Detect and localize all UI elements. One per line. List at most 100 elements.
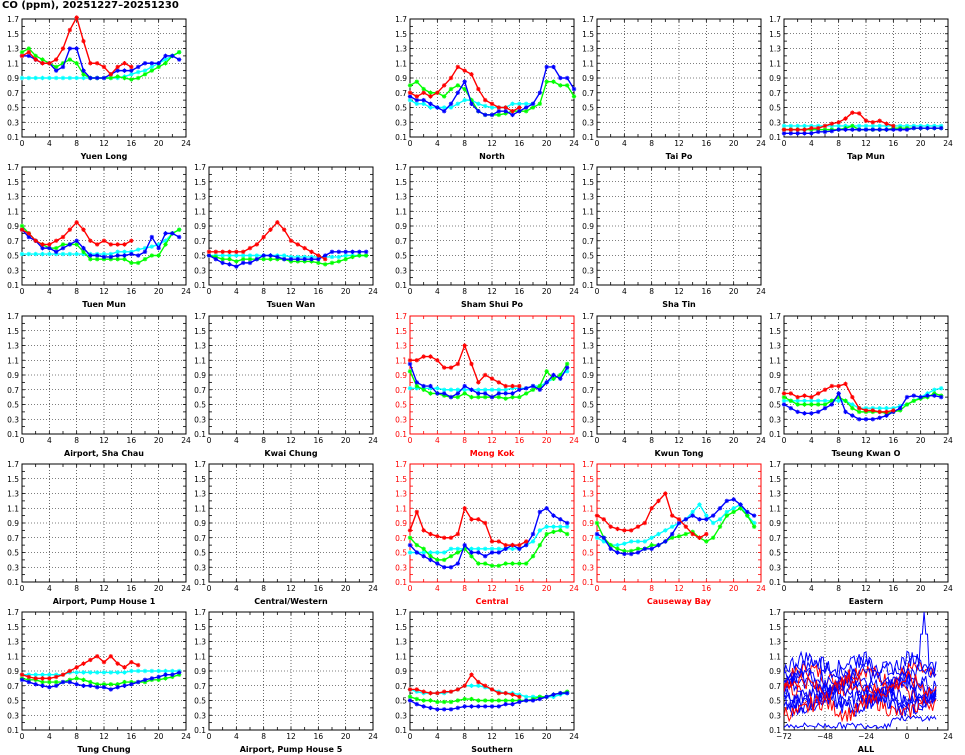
y-tick-label: 1.7 [7,163,19,172]
data-point [129,659,134,665]
data-point [26,251,32,257]
y-tick-label: 0.1 [7,578,19,587]
data-point [414,509,420,515]
data-point [122,75,127,81]
data-point [564,361,570,367]
y-tick-label: 0.3 [395,563,407,572]
data-point [564,75,570,81]
data-point [53,679,59,685]
data-point [19,227,25,232]
data-point [94,61,100,66]
data-point [877,405,882,411]
x-tick-label: 0 [595,436,600,445]
x-tick-label: 12 [487,139,497,148]
y-tick-label: 0.7 [194,386,206,395]
data-point [53,238,59,243]
data-point [108,242,114,247]
data-point [503,542,508,548]
y-tick-label: 1.7 [582,460,594,469]
panel-tuen-mun: 0.1 0.3 0.5 0.7 0.9 1.1 1.3 1.5 1.7 0 4 8 12 16 20 24 Tu… [7,163,191,309]
data-point [564,690,570,696]
data-point [74,46,79,51]
y-tick-label: 1.5 [7,30,19,39]
y-tick-label: 0.5 [7,252,19,261]
data-point [428,90,433,95]
y-tick-label: 1.1 [769,652,781,661]
x-tick-label: 20 [542,732,552,741]
panel-eastern: 0.1 0.3 0.5 0.7 0.9 1.1 1.3 1.5 1.7 0 4 8 12 16 20 24 Ea… [769,460,953,606]
y-tick-label: 0.5 [395,252,407,261]
data-point [74,220,79,225]
data-point [234,259,239,264]
data-point [469,672,474,677]
data-point [884,405,889,411]
y-tick-label: 1.5 [194,327,206,336]
y-tick-label: 1.5 [769,30,781,39]
data-point [781,398,787,404]
x-tick-label: 16 [515,287,525,296]
data-point [421,86,426,92]
data-point [254,242,260,247]
x-tick-label: 8 [649,139,654,148]
x-tick-label: 0 [408,732,413,741]
data-point [135,679,141,685]
data-point [421,698,426,703]
x-tick-label: 8 [261,436,266,445]
data-point [67,668,73,674]
data-point [836,123,841,129]
y-tick-label: 0.5 [395,104,407,113]
y-tick-label: 1.1 [194,652,206,661]
y-tick-label: 0.3 [194,415,206,424]
x-tick-label: 20 [341,287,351,296]
data-point [322,253,328,258]
y-tick-label: 0.5 [194,697,206,706]
y-tick-label: 1.1 [194,356,206,365]
series-line [22,670,180,676]
data-point [558,524,563,529]
x-tick-label: 20 [729,436,739,445]
data-point [717,517,723,522]
data-point [421,550,426,555]
data-point [414,383,420,389]
data-point [414,79,420,84]
panel-frame [208,463,374,583]
x-tick-label: 24 [368,287,378,296]
data-point [558,376,563,381]
data-point [53,674,59,680]
data-point [669,513,675,518]
data-point [455,64,461,70]
data-point [414,97,420,103]
panel-frame [596,315,762,435]
data-point [788,123,794,129]
data-point [802,127,807,132]
data-point [496,550,502,555]
data-point [856,417,862,422]
data-point [690,513,695,518]
data-point [94,253,100,258]
panel-label: Airport, Pump House 1 [53,597,156,606]
y-tick-label: 1.1 [7,504,19,513]
data-point [135,668,141,674]
data-point [101,238,107,243]
y-tick-label: 1.7 [395,15,407,24]
data-point [288,256,294,262]
data-point [544,64,549,70]
x-tick-label: 0 [207,732,212,741]
data-point [544,524,549,529]
data-point [697,517,702,522]
data-point [435,534,440,539]
data-point [891,127,896,132]
y-tick-label: 0.1 [194,430,206,439]
data-point [496,112,502,118]
data-point [322,262,328,267]
panel-label: Airport, Pump House 5 [240,745,343,754]
x-tick-label: 0 [20,287,25,296]
data-point [482,394,488,400]
x-tick-label: 24 [181,139,191,148]
data-point [503,383,508,389]
data-point [469,550,474,555]
data-point [455,101,461,107]
y-tick-label: 0.3 [395,266,407,275]
y-tick-label: 0.5 [7,549,19,558]
data-point [343,253,348,258]
